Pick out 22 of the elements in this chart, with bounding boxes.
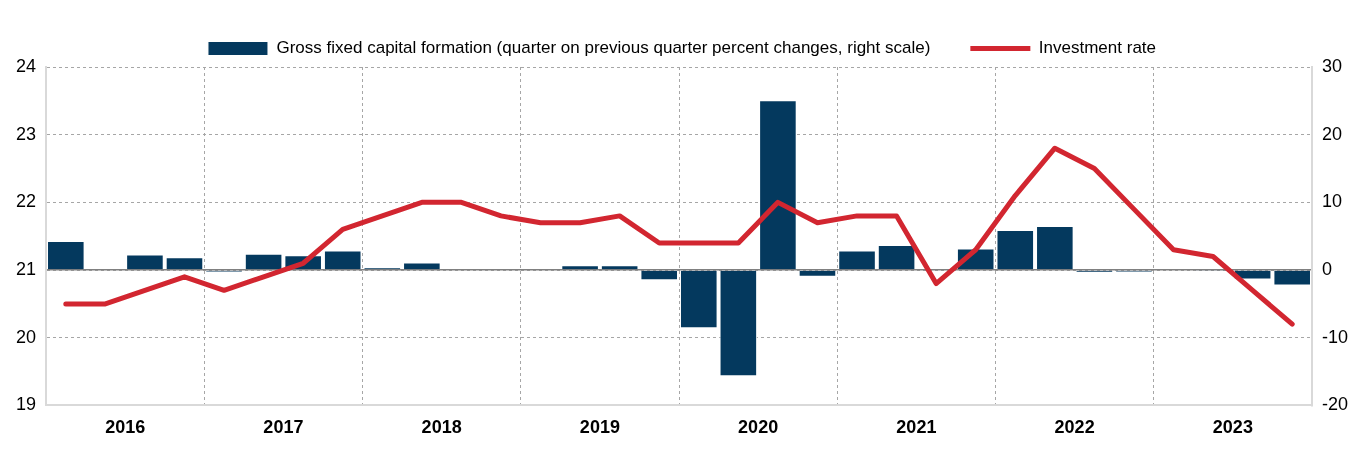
y2-tick-label: -10 xyxy=(1321,326,1348,347)
y-tick-label: 19 xyxy=(15,394,37,415)
legend-label: Investment rate xyxy=(1038,38,1157,58)
x-tick-label: 2016 xyxy=(105,417,146,438)
x-tick-label: 2019 xyxy=(579,417,620,438)
y2-tick-label: 30 xyxy=(1321,55,1343,76)
x-tick-label: 2022 xyxy=(1054,417,1095,438)
y-tick-label: 20 xyxy=(15,326,37,347)
legend-label: Gross fixed capital formation (quarter on previous quarter percent changes, right scale) xyxy=(276,38,931,58)
x-tick-label: 2018 xyxy=(421,417,462,438)
y2-tick-label: 0 xyxy=(1321,259,1332,280)
x-tick-label: 2023 xyxy=(1212,417,1253,438)
y2-tick-label: 10 xyxy=(1321,191,1343,212)
y-tick-label: 24 xyxy=(15,55,37,76)
x-tick-label: 2020 xyxy=(738,417,779,438)
x-tick-label: 2021 xyxy=(896,417,937,438)
y2-tick-label: 20 xyxy=(1321,123,1343,144)
x-tick-label: 2017 xyxy=(263,417,304,438)
y-tick-label: 23 xyxy=(15,123,37,144)
y-tick-label: 22 xyxy=(15,191,37,212)
y-tick-label: 21 xyxy=(15,259,37,280)
y2-tick-label: -20 xyxy=(1321,394,1348,415)
